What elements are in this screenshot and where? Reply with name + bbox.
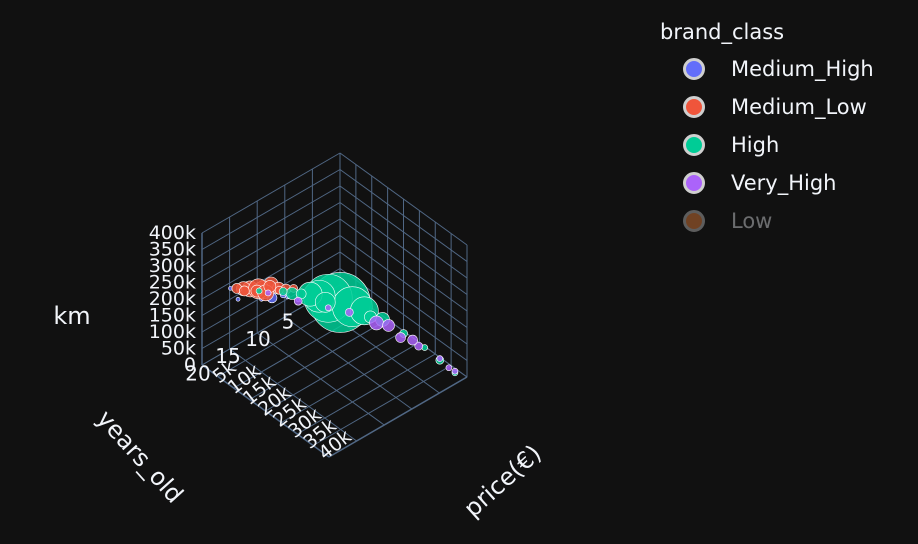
x-axis-title: price(€) bbox=[458, 439, 546, 523]
y-tick-label: 20 bbox=[185, 362, 210, 386]
grid-line bbox=[296, 353, 436, 435]
grid-line bbox=[201, 218, 341, 300]
legend-title: brand_class bbox=[660, 20, 785, 44]
data-point[interactable] bbox=[239, 285, 250, 297]
legend-item-low[interactable]: Low bbox=[660, 202, 910, 240]
grid-line bbox=[284, 316, 413, 410]
legend-item-high[interactable]: High bbox=[660, 126, 910, 164]
y-tick-label: 10 bbox=[245, 327, 270, 351]
z-tick-label: 300k bbox=[149, 255, 196, 277]
legend: brand_class Medium_High Medium_Low High … bbox=[660, 20, 910, 240]
legend-marker bbox=[683, 210, 705, 232]
legend-item-medium-low[interactable]: Medium_Low bbox=[660, 88, 910, 126]
data-point[interactable] bbox=[293, 296, 303, 306]
data-point[interactable] bbox=[369, 315, 384, 331]
legend-label: High bbox=[731, 133, 780, 157]
y-tick-label: 15 bbox=[215, 344, 240, 368]
grid-line bbox=[201, 235, 341, 316]
z-tick-label: 0 bbox=[184, 354, 196, 376]
grid-line bbox=[249, 319, 388, 400]
data-point[interactable] bbox=[255, 287, 263, 295]
data-point[interactable] bbox=[278, 287, 288, 296]
data-point[interactable] bbox=[345, 308, 354, 317]
axis-line bbox=[328, 376, 468, 458]
grid-line bbox=[201, 152, 341, 234]
data-point[interactable] bbox=[436, 355, 444, 362]
grid-line bbox=[229, 348, 357, 442]
z-tick-label: 100k bbox=[149, 321, 196, 343]
data-point[interactable] bbox=[414, 341, 424, 351]
data-point[interactable] bbox=[382, 319, 395, 332]
grid-line bbox=[281, 342, 420, 423]
data-point[interactable] bbox=[235, 296, 241, 302]
legend-label: Very_High bbox=[731, 171, 837, 195]
legend-marker bbox=[683, 58, 705, 80]
z-tick-label: 250k bbox=[149, 272, 196, 294]
z-axis-title: km bbox=[53, 302, 90, 330]
data-point[interactable] bbox=[314, 291, 336, 313]
legend-label: Low bbox=[731, 209, 773, 233]
legend-label: Medium_Low bbox=[731, 95, 867, 119]
axis-line bbox=[201, 364, 330, 458]
grid-line bbox=[265, 330, 404, 412]
legend-item-very-high[interactable]: Very_High bbox=[660, 164, 910, 202]
legend-marker bbox=[683, 134, 705, 156]
legend-marker bbox=[683, 96, 705, 118]
z-tick-label: 350k bbox=[149, 239, 196, 261]
data-point[interactable] bbox=[451, 367, 459, 375]
z-tick-label: 200k bbox=[149, 288, 196, 310]
grid-line bbox=[201, 169, 341, 250]
grid-line bbox=[201, 185, 341, 267]
data-point[interactable] bbox=[264, 289, 272, 297]
legend-label: Medium_High bbox=[731, 57, 874, 81]
z-tick-label: 400k bbox=[149, 222, 196, 244]
z-tick-label: 150k bbox=[149, 305, 196, 327]
grid-line bbox=[312, 365, 452, 446]
legend-marker bbox=[683, 172, 705, 194]
grid-line bbox=[201, 202, 341, 283]
grid-line bbox=[256, 332, 385, 426]
legend-item-medium-high[interactable]: Medium_High bbox=[660, 50, 910, 88]
data-point[interactable] bbox=[395, 332, 406, 343]
data-point[interactable] bbox=[407, 334, 418, 346]
y-tick-label: 5 bbox=[282, 309, 295, 333]
data-point[interactable] bbox=[324, 304, 332, 312]
y-axis-title: years_old bbox=[91, 405, 189, 509]
z-tick-label: 50k bbox=[161, 338, 196, 360]
data-point[interactable] bbox=[445, 364, 453, 372]
